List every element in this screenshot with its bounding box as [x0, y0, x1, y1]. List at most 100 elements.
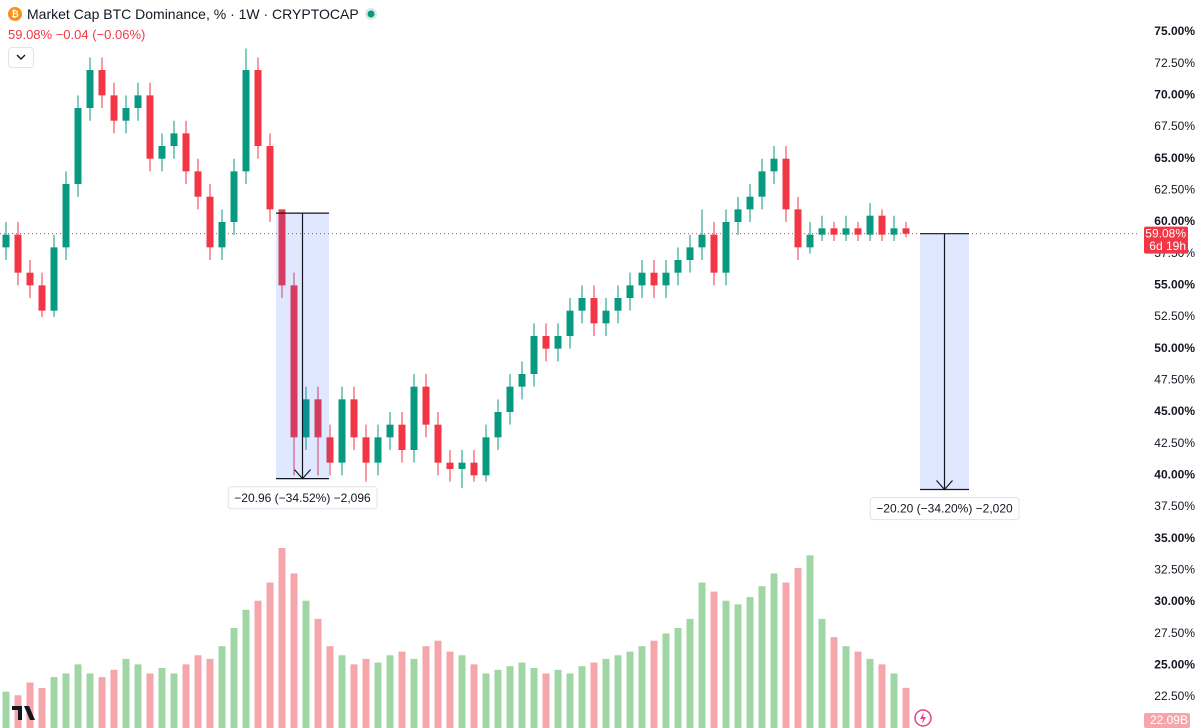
y-tick-label: 37.50%: [1154, 499, 1195, 513]
candle-body: [110, 95, 118, 121]
candle-body: [254, 70, 262, 147]
candle-body: [662, 272, 670, 286]
candle-body: [554, 336, 562, 349]
y-tick-label: 47.50%: [1154, 373, 1195, 387]
volume-bar: [686, 618, 694, 728]
candle-body: [122, 108, 130, 121]
candle-body: [14, 234, 22, 273]
measure-label-box: [869, 497, 1020, 521]
candle-body: [350, 399, 358, 438]
candle-body: [98, 70, 106, 96]
candle-body: [590, 298, 598, 324]
volume-bar: [770, 573, 778, 728]
y-tick-label: 50.00%: [1154, 341, 1195, 355]
candle-body: [206, 196, 214, 248]
volume-bar: [422, 646, 430, 728]
y-tick-label: 40.00%: [1154, 467, 1195, 481]
candle-body: [770, 158, 778, 172]
volume-bar: [362, 658, 370, 728]
volume-bar: [782, 582, 790, 728]
candle-body: [74, 108, 82, 185]
candle-body: [890, 228, 898, 235]
volume-bar: [26, 682, 34, 728]
candle-body: [602, 310, 610, 324]
candle-body: [878, 215, 886, 235]
volume-bar: [806, 555, 814, 728]
candle-body: [26, 272, 34, 286]
candle-body: [854, 228, 862, 235]
candle-body: [806, 234, 814, 248]
volume-bar: [710, 591, 718, 728]
btc-icon: ₿: [8, 7, 22, 21]
candle-body: [470, 462, 478, 476]
header: ₿ Market Cap BTC Dominance, % · 1W · CRY…: [8, 6, 378, 22]
candle-body: [242, 70, 250, 172]
y-tick-label: 42.50%: [1154, 436, 1195, 450]
candle-body: [278, 209, 286, 286]
volume-bar: [890, 673, 898, 728]
y-tick-label: 22.50%: [1154, 689, 1195, 703]
y-tick-label: 25.00%: [1154, 657, 1195, 671]
measure-label-box: [227, 486, 378, 510]
status-dot: [364, 8, 377, 20]
volume-bar: [386, 655, 394, 728]
candle-body: [722, 222, 730, 273]
volume-badge-label: 22.09B: [1150, 713, 1188, 727]
candle-body: [62, 184, 70, 248]
volume-bar: [2, 691, 10, 728]
volume-bar: [746, 597, 754, 728]
candle-body: [422, 386, 430, 425]
candle-body: [266, 146, 274, 210]
y-tick-label: 32.50%: [1154, 562, 1195, 576]
volume-bar: [338, 655, 346, 728]
volume-bar: [290, 573, 298, 728]
volume-bar: [314, 618, 322, 728]
candle-body: [326, 437, 334, 463]
candle-body: [2, 234, 10, 248]
candle-body: [50, 247, 58, 311]
candle-body: [290, 285, 298, 438]
volume-bar: [602, 658, 610, 728]
volume-bar: [662, 633, 670, 728]
volume-bar: [566, 673, 574, 728]
volume-bar: [458, 655, 466, 728]
y-tick-label: 65.00%: [1154, 151, 1195, 165]
candle-body: [578, 298, 586, 311]
candle-body: [170, 133, 178, 147]
price-badge-label: 59.08%: [1145, 226, 1186, 240]
candle-body: [530, 336, 538, 375]
candle-body: [686, 247, 694, 261]
candle-body: [830, 228, 838, 235]
volume-bar: [134, 664, 142, 728]
candle-body: [794, 209, 802, 248]
arrow-head: [294, 469, 311, 480]
volume-bar: [446, 651, 454, 728]
lightning-icon[interactable]: [914, 709, 932, 727]
volume-bar: [470, 664, 478, 728]
volume-bar: [494, 669, 502, 728]
volume-bar: [98, 677, 106, 728]
candle-body: [446, 462, 454, 469]
volume-bar: [182, 664, 190, 728]
volume-bar: [626, 651, 634, 728]
candle-body: [746, 196, 754, 210]
volume-bar: [818, 618, 826, 728]
y-tick-label: 52.50%: [1154, 309, 1195, 323]
volume-bar: [854, 651, 862, 728]
candle-body: [758, 171, 766, 197]
volume-bar: [578, 666, 586, 728]
volume-bar: [38, 688, 46, 728]
volume-bar: [842, 646, 850, 728]
svg-text:₿: ₿: [11, 9, 18, 19]
y-tick-label: 35.00%: [1154, 531, 1195, 545]
candle-body: [398, 424, 406, 450]
collapse-button[interactable]: [8, 47, 34, 68]
candle-body: [194, 171, 202, 197]
arrow-head: [936, 480, 953, 491]
volume-bar: [170, 673, 178, 728]
volume-bar: [590, 662, 598, 728]
candle-body: [650, 272, 658, 286]
candle-body: [506, 386, 514, 413]
candle-body: [818, 228, 826, 235]
y-tick-label: 45.00%: [1154, 404, 1195, 418]
